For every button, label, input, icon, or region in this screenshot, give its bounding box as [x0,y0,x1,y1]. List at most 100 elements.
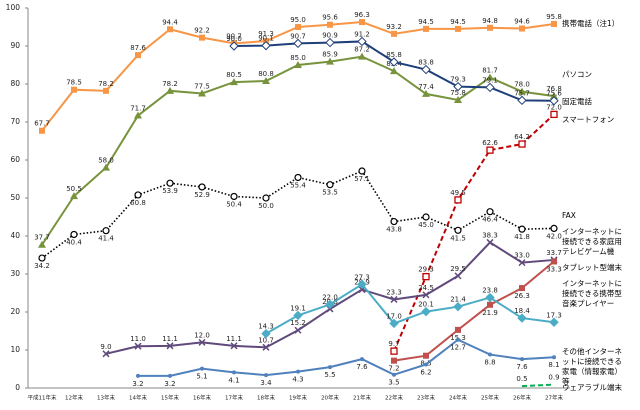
marker [392,372,396,377]
data-label: 10.7 [258,336,274,344]
data-label: 72.0 [546,103,562,111]
marker [39,127,45,134]
marker [519,25,525,32]
data-label: 46.4 [482,216,498,224]
marker [102,163,110,171]
data-label: 76.8 [546,85,562,93]
marker [262,194,270,202]
marker [359,19,365,26]
marker [551,20,557,27]
marker [262,343,270,351]
marker [294,173,302,182]
data-label: 91.3 [258,30,274,38]
legend-line: インターネットに [562,227,622,236]
legend-line: 固定電話 [562,96,592,106]
marker [389,57,399,67]
marker [455,25,461,32]
marker [358,52,366,60]
y-tick-label: 90 [10,41,20,50]
data-label: 19.1 [290,304,306,312]
x-tick-label: 12年末 [65,394,83,402]
marker [262,76,270,84]
marker [294,326,302,334]
data-label: 50.4 [226,200,242,208]
data-label: 41.4 [98,235,114,243]
legend-label: その他インターネットに接続できる家電（情報家電）等 [562,346,622,386]
marker [38,240,46,248]
series-line [265,282,555,335]
data-label: 18.4 [514,307,530,315]
marker [390,217,398,226]
x-tick-label: 14年末 [129,394,147,402]
y-tick-label: 60 [10,155,20,164]
data-label: 42.0 [546,232,562,240]
data-label: 78.2 [162,80,178,88]
legend-line: テレビゲーム機 [562,246,615,256]
legend-label: インターネットに接続できる携帯型音楽プレイヤー [562,279,622,308]
marker [200,366,204,371]
data-label: 90.9 [322,32,338,40]
y-tick-label: 0 [15,383,20,392]
data-label: 85.9 [322,51,338,59]
data-label: 33.7 [546,249,562,257]
data-label: 5.1 [196,373,207,381]
legend-line: 接続できる携帯型 [562,288,622,298]
marker [70,192,78,200]
y-tick-label: 100 [6,3,21,12]
marker [519,285,525,292]
data-label: 94.6 [514,18,530,26]
y-tick-label: 80 [10,79,20,88]
series-line [393,113,555,352]
data-label: 3.2 [164,380,175,388]
marker [295,24,301,30]
data-label: 20.1 [418,301,434,309]
marker [424,362,428,367]
data-label: 7.6 [356,363,368,371]
legend-label: ウェアラブル端末 [562,382,622,392]
x-tick-label: 19年末 [289,394,307,402]
legend-label: タブレット型端末 [562,262,622,272]
y-tick-label: 50 [10,193,20,202]
data-label: 93.2 [386,23,402,31]
marker [454,196,462,204]
x-tick-label: 18年末 [257,394,275,402]
data-label: 4.1 [228,376,239,384]
data-label: 11.1 [226,335,242,343]
series-line [138,338,555,377]
marker [294,61,302,68]
marker [261,40,271,51]
data-label: 94.4 [162,18,178,26]
y-tick-label: 10 [10,345,20,354]
data-label: 40.4 [66,238,82,246]
marker [325,299,335,310]
x-tick-label: 24年末 [449,394,467,402]
data-label: 50.0 [258,202,274,210]
data-label: 9.7 [388,340,399,348]
marker [232,370,236,375]
marker [518,225,526,233]
y-tick-label: 40 [10,231,20,240]
marker [102,227,110,235]
marker [134,342,142,350]
marker [230,342,238,350]
data-label: 78.0 [514,81,530,89]
marker [518,259,526,267]
data-label: 17.3 [546,311,562,319]
data-label: 7.2 [388,365,399,373]
marker [360,357,364,362]
marker [485,292,495,303]
marker [551,258,557,265]
marker [325,37,335,48]
data-label: 55.4 [290,181,306,189]
marker [422,273,430,281]
marker [167,26,173,33]
data-label: 67.7 [34,120,50,128]
data-label: 58.0 [98,157,114,165]
legend-line: スマートフォン [562,115,614,124]
marker [421,64,431,75]
data-label: 75.7 [514,89,530,97]
data-label: 95.8 [546,13,562,21]
legend-line: 接続できる家庭用 [562,236,622,246]
data-label: 15.2 [290,319,306,327]
marker [454,272,462,280]
